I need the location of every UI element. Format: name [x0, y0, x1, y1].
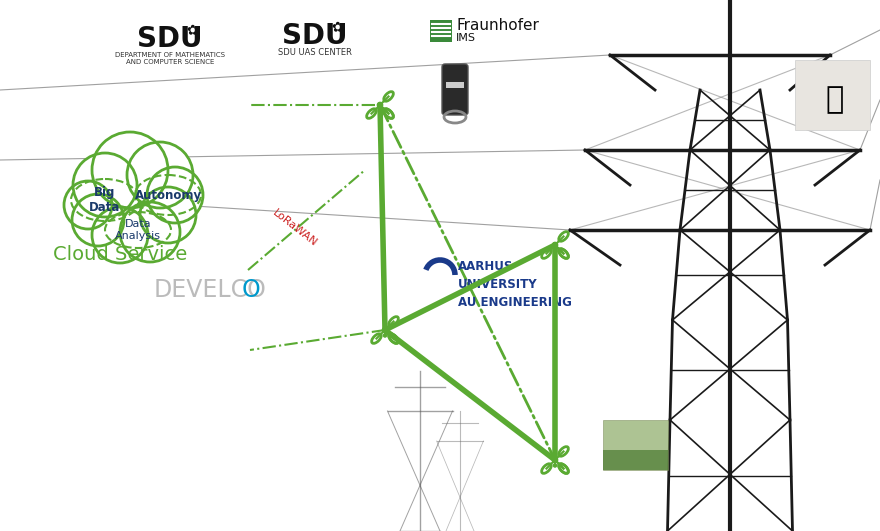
Text: AARHUS
UNIVERSITY
AU ENGINEERING: AARHUS UNIVERSITY AU ENGINEERING: [458, 261, 572, 310]
Text: Autonomy: Autonomy: [135, 189, 202, 201]
Text: SDU: SDU: [137, 25, 202, 53]
Text: Fraunhofer: Fraunhofer: [456, 19, 539, 33]
Circle shape: [140, 187, 196, 243]
Circle shape: [553, 242, 558, 247]
FancyBboxPatch shape: [442, 64, 468, 115]
Circle shape: [378, 102, 383, 108]
Circle shape: [553, 457, 558, 463]
Circle shape: [127, 142, 193, 208]
Text: SDU UAS CENTER: SDU UAS CENTER: [278, 48, 352, 57]
Text: 🚁: 🚁: [825, 85, 844, 115]
Circle shape: [554, 249, 556, 252]
Text: ✿: ✿: [187, 23, 198, 37]
Circle shape: [554, 464, 556, 467]
Bar: [430, 20, 452, 42]
Text: DEVELCO: DEVELCO: [154, 278, 267, 302]
Circle shape: [382, 327, 387, 332]
Text: O: O: [242, 278, 260, 302]
Circle shape: [147, 167, 203, 223]
Text: LoRaWAN: LoRaWAN: [271, 208, 319, 249]
Text: ✿: ✿: [331, 20, 343, 34]
Text: IMS: IMS: [456, 33, 476, 43]
Circle shape: [73, 153, 137, 217]
Text: Data
Analysis: Data Analysis: [115, 219, 161, 241]
Circle shape: [378, 109, 382, 112]
Bar: [446, 82, 464, 88]
Circle shape: [64, 181, 112, 229]
Text: DEPARTMENT OF MATHEMATICS
AND COMPUTER SCIENCE: DEPARTMENT OF MATHEMATICS AND COMPUTER S…: [115, 52, 225, 65]
Circle shape: [384, 334, 386, 337]
Text: SDU: SDU: [282, 22, 348, 50]
Circle shape: [120, 202, 180, 262]
Circle shape: [92, 207, 148, 263]
Circle shape: [72, 194, 124, 246]
Bar: [795, 60, 870, 130]
Text: Big
Data: Big Data: [89, 186, 121, 214]
Bar: [603, 450, 668, 470]
Bar: [603, 420, 668, 470]
Text: Cloud Service: Cloud Service: [53, 245, 187, 264]
Circle shape: [92, 132, 168, 208]
